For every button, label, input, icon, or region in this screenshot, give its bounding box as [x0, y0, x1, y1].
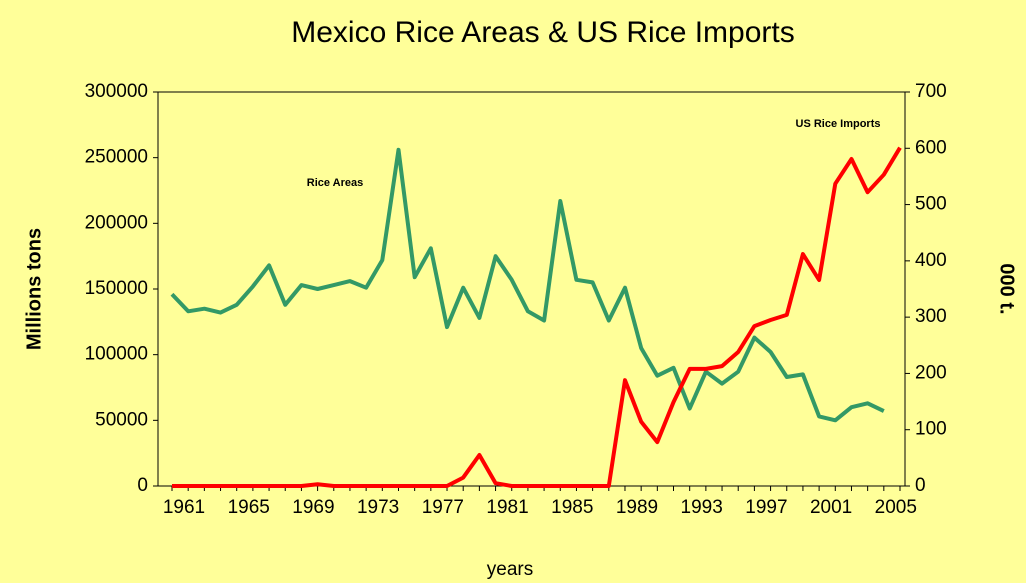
y2-tick-label: 600	[915, 137, 947, 158]
series-line	[170, 147, 885, 423]
y-tick-label: 0	[137, 475, 148, 496]
y2-tick-label: 400	[915, 250, 947, 271]
x-tick-label: 1969	[292, 497, 334, 518]
x-tick-label: 2005	[875, 497, 917, 518]
chart-title: Mexico Rice Areas & US Rice Imports	[291, 16, 794, 49]
x-axis-label: years	[487, 559, 533, 580]
x-tick-label: 1965	[228, 497, 270, 518]
x-tick-label: 1993	[681, 497, 723, 518]
y-tick-label: 100000	[85, 344, 148, 365]
y2-tick-label: 0	[915, 475, 926, 496]
x-tick-label: 2001	[810, 497, 852, 518]
y-axis-label: Millions tons	[23, 228, 45, 350]
x-tick-label: 1973	[357, 497, 399, 518]
y-tick-label: 200000	[85, 212, 148, 233]
y2-tick-label: 700	[915, 81, 947, 102]
y2-tick-label: 500	[915, 194, 947, 215]
series-annotation: Rice Areas	[307, 177, 363, 189]
y-tick-label: 250000	[85, 147, 148, 168]
y2-axis-label: 000 t.	[996, 263, 1018, 314]
y-tick-label: 50000	[95, 409, 148, 430]
y2-tick-label: 300	[915, 306, 947, 327]
series-line	[172, 146, 902, 488]
x-tick-label: 1989	[616, 497, 658, 518]
x-tick-label: 1985	[551, 497, 593, 518]
y-tick-label: 300000	[85, 81, 148, 102]
y-tick-label: 150000	[85, 278, 148, 299]
y2-tick-label: 100	[915, 419, 947, 440]
x-tick-label: 1997	[745, 497, 787, 518]
x-tick-label: 1961	[163, 497, 205, 518]
x-tick-label: 1977	[422, 497, 464, 518]
series-annotation: US Rice Imports	[796, 118, 881, 130]
y2-tick-label: 200	[915, 362, 947, 383]
x-tick-label: 1981	[486, 497, 528, 518]
